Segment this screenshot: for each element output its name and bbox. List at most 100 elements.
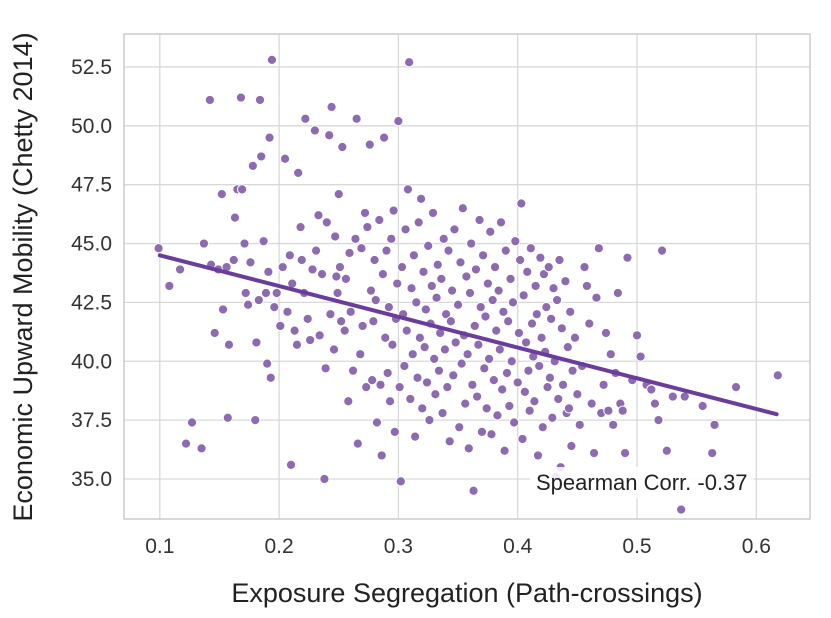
scatter-point (480, 311, 491, 322)
scatter-point (235, 92, 247, 103)
scatter-point (431, 292, 442, 303)
scatter-point (612, 287, 624, 299)
scatter-point (153, 243, 164, 254)
scatter-point (697, 400, 708, 412)
x-tick-label: 0.6 (742, 535, 771, 558)
scatter-point (368, 316, 379, 327)
scatter-point (460, 398, 471, 409)
scatter-point (499, 445, 510, 456)
scatter-point (553, 393, 564, 405)
scatter-point (519, 386, 530, 397)
scatter-point (343, 396, 354, 407)
scatter-point (242, 299, 254, 310)
scatter-point (461, 271, 472, 282)
scatter-point (198, 238, 210, 249)
scatter-point (421, 377, 433, 388)
scatter-point (186, 417, 198, 428)
scatter-point (344, 247, 355, 259)
y-tick-label: 42.5 (71, 291, 112, 314)
scatter-point (566, 440, 577, 452)
scatter-point (302, 313, 313, 324)
scatter-point (600, 327, 612, 339)
scatter-point (530, 280, 541, 292)
scatter-point (593, 243, 604, 254)
scatter-point (383, 302, 394, 313)
scatter-point (180, 438, 192, 449)
scatter-point (411, 297, 422, 308)
x-tick-labels: 0.1 0.2 0.3 0.4 0.5 0.6 (145, 535, 771, 558)
scatter-point (619, 447, 631, 459)
scatter-point (337, 141, 348, 153)
scatter-point (319, 473, 330, 485)
scatter-point (560, 276, 571, 287)
scatter-point (538, 269, 550, 280)
scatter-point (324, 130, 335, 141)
scatter-point (339, 325, 350, 336)
scatter-point (542, 382, 553, 393)
scatter-point (364, 139, 375, 150)
scatter-point (472, 391, 483, 402)
scatter-point (485, 226, 496, 237)
scatter-point (565, 306, 576, 317)
scatter-point (557, 379, 569, 390)
annotation-background (530, 467, 754, 498)
scatter-point (730, 382, 742, 393)
y-tick-label: 50.0 (71, 115, 112, 138)
scatter-point (402, 184, 414, 195)
scatter-point (384, 396, 396, 407)
scatter-point (456, 358, 467, 369)
scatter-point (522, 266, 533, 277)
scatter-point (470, 264, 482, 275)
scatter-point (567, 365, 578, 376)
scatter-point (444, 436, 455, 447)
scatter-point (544, 372, 556, 383)
scatter-point (563, 403, 575, 414)
scatter-point (289, 325, 300, 336)
scatter-point (284, 250, 295, 261)
scatter-point (608, 419, 619, 430)
scatter-point (603, 405, 614, 416)
scatter-point (501, 367, 513, 379)
spearman-annotation: Spearman Corr. -0.37 (536, 470, 748, 495)
scatter-point (579, 261, 590, 273)
scatter-point (482, 278, 493, 289)
scatter-point (423, 240, 434, 251)
scatter-point (333, 188, 344, 200)
scatter-point (438, 233, 449, 244)
scatter-point (479, 363, 490, 374)
scatter-point (497, 384, 508, 395)
scatter-point (448, 370, 459, 381)
scatter-point (293, 167, 304, 179)
scatter-point (483, 353, 495, 365)
scatter-point (394, 382, 405, 393)
scatter-point (598, 379, 609, 390)
scatter-point (345, 306, 356, 317)
scatter-point (229, 212, 241, 223)
scatter-point (334, 261, 346, 273)
scatter-point (574, 419, 585, 430)
scatter-point (382, 367, 393, 379)
scatter-point (369, 254, 380, 266)
scatter-point (478, 250, 489, 261)
scatter-point (507, 297, 519, 308)
scatter-point (408, 250, 420, 261)
scatter-point (548, 283, 559, 294)
scatter-point (396, 261, 408, 273)
scatter-point (475, 302, 486, 313)
scatter-point (547, 412, 558, 423)
scatter-point (529, 396, 540, 407)
scatter-point (450, 337, 461, 348)
scatter-point (204, 94, 215, 106)
scatter-point (468, 485, 479, 496)
scatter-point (426, 280, 437, 292)
scatter-point (556, 323, 567, 334)
scatter-point (356, 243, 367, 254)
scatter-point (340, 273, 352, 284)
scatter-point (253, 294, 264, 306)
scatter-point (254, 94, 266, 106)
x-tick-label: 0.4 (503, 535, 533, 558)
scatter-point (420, 304, 431, 315)
scatter-point (378, 132, 390, 143)
scatter-point (282, 306, 293, 317)
scatter-point (258, 236, 269, 247)
